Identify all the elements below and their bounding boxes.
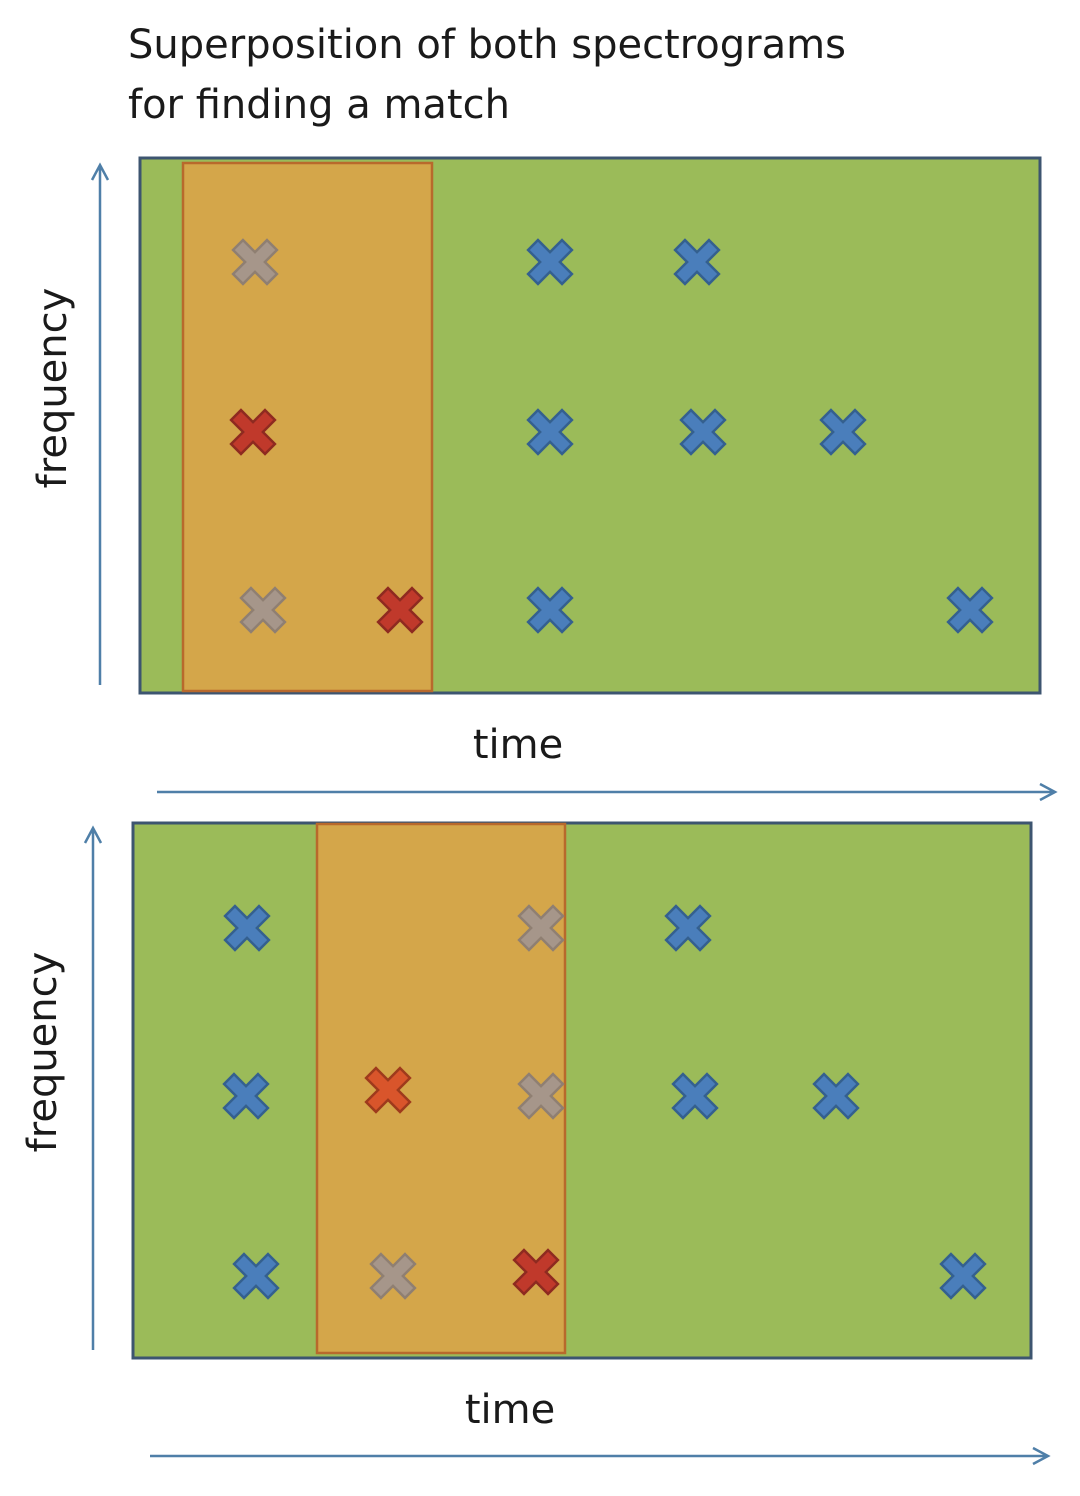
spectrogram-bottom: frequency time [20,821,1051,1466]
x-label: time [473,722,563,768]
title-line: for finding a match [128,82,510,128]
x-arrow [157,782,1058,802]
title-line: Superposition of both spectrograms [128,22,846,68]
panel [131,821,1033,1360]
x-arrow [150,1446,1051,1466]
y-label: frequency [30,288,76,489]
x-label: time [465,1387,555,1433]
y-arrow [83,825,103,1350]
y-label: frequency [20,952,66,1153]
y-arrow [90,162,110,685]
spectrogram-top: frequency time [30,156,1058,802]
